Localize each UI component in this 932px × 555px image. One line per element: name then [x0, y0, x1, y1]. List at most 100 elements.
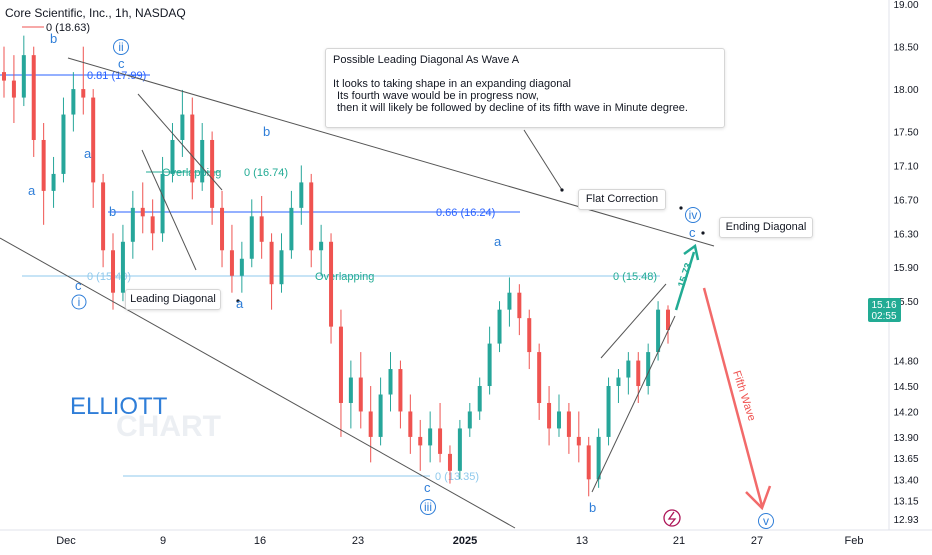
- candle-body: [447, 453, 452, 471]
- candle-body: [170, 139, 175, 174]
- earnings-event-icon[interactable]: [663, 509, 681, 527]
- candle-body: [11, 80, 16, 98]
- y-tick-label: 14.20: [893, 407, 918, 418]
- note-leading-diagonal[interactable]: Leading Diagonal: [125, 289, 221, 310]
- candle-body: [517, 292, 522, 319]
- x-tick-16: 16: [254, 535, 266, 547]
- candle-body: [566, 411, 571, 437]
- y-tick-label: 18.00: [893, 85, 918, 96]
- projection-value: 15.73: [676, 261, 694, 289]
- projection-arrow-up[interactable]: [674, 243, 700, 311]
- candle-body: [220, 207, 225, 251]
- candle-body: [91, 97, 96, 183]
- wave-label-c-4: c: [689, 225, 696, 240]
- note-main-line3: then it will likely be followed by decli…: [337, 102, 688, 114]
- fib-label-18-63: 0 (18.63): [46, 22, 90, 34]
- candle-body: [556, 411, 561, 429]
- fifth-wave-label: Fifth Wave: [730, 369, 758, 422]
- candle-body: [329, 241, 334, 327]
- candle-body: [656, 309, 661, 353]
- y-tick-label: 13.90: [893, 433, 918, 444]
- wave-label-a-4: a: [494, 234, 502, 249]
- time-axis[interactable]: Dec 9 16 23 2025 13 21 27 Feb: [0, 529, 932, 547]
- y-tick-label: 18.50: [893, 43, 918, 54]
- price-axis[interactable]: 19.00 18.50 18.00 17.50 17.10 16.70 16.30 15.90…: [888, 0, 919, 530]
- fifth-wave-arrow[interactable]: [702, 287, 772, 511]
- x-tick-23: 23: [352, 535, 364, 547]
- fib-label-16-74: 0 (16.74): [244, 167, 288, 179]
- y-tick-label: 19.00: [893, 0, 918, 11]
- wave-label-a-3: a: [236, 296, 244, 311]
- watermark-elliott: ELLIOTT: [70, 393, 168, 420]
- candle-body: [636, 360, 641, 387]
- candle-body: [497, 309, 502, 344]
- dot-ending: [701, 231, 705, 235]
- candle-body: [358, 377, 363, 412]
- y-tick-label: 13.40: [893, 475, 918, 486]
- note-main-line2: Its fourth wave would be in progress now…: [337, 90, 539, 102]
- candle-body: [111, 250, 116, 293]
- x-tick-feb: Feb: [845, 535, 864, 547]
- candle-body: [200, 139, 205, 183]
- candle-body: [626, 360, 631, 378]
- candle-body: [101, 182, 106, 251]
- candles[interactable]: [2, 35, 670, 497]
- candle-body: [61, 114, 66, 174]
- wave-label-c-1: c: [75, 278, 82, 293]
- candle-body: [180, 114, 185, 140]
- candle-body: [51, 173, 56, 191]
- wave-label-b-1: b: [50, 31, 57, 46]
- x-tick-13: 13: [576, 535, 588, 547]
- fib-label-15-48: 0 (15.48): [613, 271, 657, 283]
- note-main[interactable]: Possible Leading Diagonal As Wave A It l…: [325, 48, 725, 128]
- ending-diag-upper: [600, 283, 667, 359]
- candle-body: [140, 207, 145, 217]
- candle-body: [438, 428, 443, 454]
- note-main-title: Possible Leading Diagonal As Wave A: [333, 54, 520, 66]
- candle-body: [259, 216, 264, 242]
- circle-iv: [685, 207, 701, 223]
- candle-body: [319, 241, 324, 251]
- current-price-badge: 15.16 02:55: [868, 298, 901, 322]
- y-tick-label: 15.50: [893, 297, 918, 308]
- note-ending-diagonal[interactable]: Ending Diagonal: [719, 217, 813, 238]
- circle-iii-label: iii: [424, 500, 432, 514]
- fib-label-16-24: 0.66 (16.24): [436, 207, 495, 219]
- wave-label-b-4: b: [589, 500, 596, 515]
- candle-body: [428, 428, 433, 446]
- y-tick-label: 15.90: [893, 263, 918, 274]
- candle-body: [160, 173, 165, 234]
- trendlines[interactable]: [0, 57, 715, 529]
- fib-label-17-99: 0.81 (17.99): [87, 70, 146, 82]
- note-flat-correction[interactable]: Flat Correction: [578, 189, 666, 210]
- circle-i: [71, 294, 87, 310]
- candle-body: [378, 394, 383, 437]
- chart-title: Core Scientific, Inc., 1h, NASDAQ: [5, 6, 186, 20]
- candle-body: [606, 386, 611, 437]
- candle-body: [41, 139, 46, 191]
- candle-body: [616, 377, 621, 387]
- upper-channel-line: [67, 57, 715, 247]
- candle-body: [586, 445, 591, 480]
- candle-body: [457, 428, 462, 471]
- x-tick-2025: 2025: [453, 535, 477, 547]
- candle-body: [190, 114, 195, 183]
- wave-label-b-3: b: [263, 124, 270, 139]
- candle-body: [408, 411, 413, 437]
- candle-body: [507, 292, 512, 310]
- watermark-chart: CHART: [116, 410, 221, 443]
- candle-body: [646, 352, 651, 387]
- y-tick-label: 17.50: [893, 128, 918, 139]
- candle-body: [269, 241, 274, 285]
- candle-body: [81, 89, 86, 98]
- fib-label-13-35: 0 (13.35): [435, 471, 479, 483]
- wave-label-a-1: a: [28, 183, 36, 198]
- fib-lines[interactable]: [0, 26, 660, 477]
- circle-i-label: i: [78, 295, 81, 309]
- y-tick-label: 13.65: [893, 454, 918, 465]
- leading-diag-upper: [137, 93, 223, 191]
- circle-v: [758, 513, 774, 529]
- leading-diag-lower: [141, 149, 197, 271]
- lower-channel-line: [0, 237, 516, 529]
